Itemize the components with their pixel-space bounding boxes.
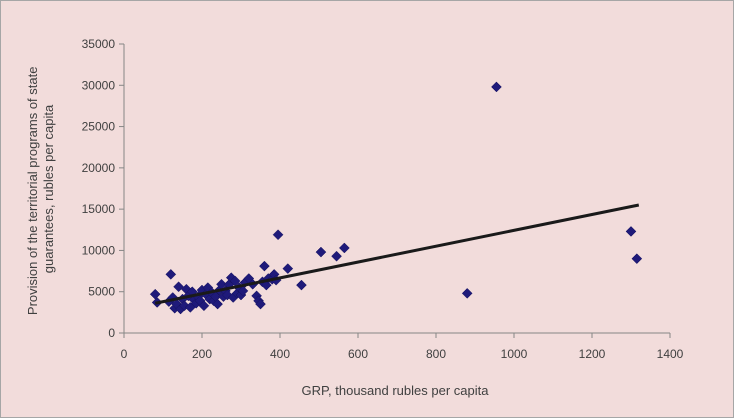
y-tick-label: 35000 <box>82 37 116 51</box>
data-point <box>461 288 473 299</box>
x-tick-label: 1200 <box>579 347 606 361</box>
y-tick-label: 30000 <box>82 78 116 92</box>
x-axis-title: GRP, thousand rubles per capita <box>302 383 490 398</box>
data-point <box>331 250 342 262</box>
x-tick-label: 1000 <box>501 347 528 361</box>
y-axis-title: Provision of the territorial programs of… <box>25 63 56 315</box>
x-tick-label: 800 <box>426 347 446 361</box>
data-point <box>491 81 502 93</box>
data-point <box>237 285 249 297</box>
y-tick-label: 5000 <box>88 285 115 299</box>
axes <box>119 43 671 338</box>
x-tick-label: 400 <box>270 347 290 361</box>
y-axis-title-line-1: Provision of the territorial programs of… <box>25 67 40 316</box>
data-point <box>631 253 643 265</box>
data-point <box>165 269 177 280</box>
data-point <box>212 298 223 310</box>
data-point <box>625 226 637 237</box>
y-tick-label: 0 <box>108 326 115 340</box>
data-point <box>296 279 307 291</box>
data-point <box>198 300 210 312</box>
y-tick-label: 15000 <box>82 202 116 216</box>
y-axis-title-line-2: guarantees, rubles per capita <box>41 104 56 273</box>
y-tick-label: 20000 <box>82 161 116 175</box>
tick-labels: 0 5000 10000 15000 20000 25000 30000 35000 0 200 4… <box>82 37 684 361</box>
data-point <box>272 229 284 241</box>
x-tick-label: 0 <box>121 347 128 361</box>
data-point <box>282 263 294 274</box>
data-point <box>338 242 350 254</box>
x-tick-label: 600 <box>348 347 368 361</box>
x-tick-label: 200 <box>192 347 212 361</box>
data-point <box>259 260 270 272</box>
data-point <box>149 288 161 300</box>
trendline <box>154 203 640 305</box>
data-point <box>255 298 266 310</box>
x-tick-label: 1400 <box>657 347 684 361</box>
y-tick-label: 25000 <box>82 120 116 134</box>
data-point <box>315 246 327 258</box>
data-points <box>149 81 643 315</box>
y-tick-label: 10000 <box>82 243 116 257</box>
